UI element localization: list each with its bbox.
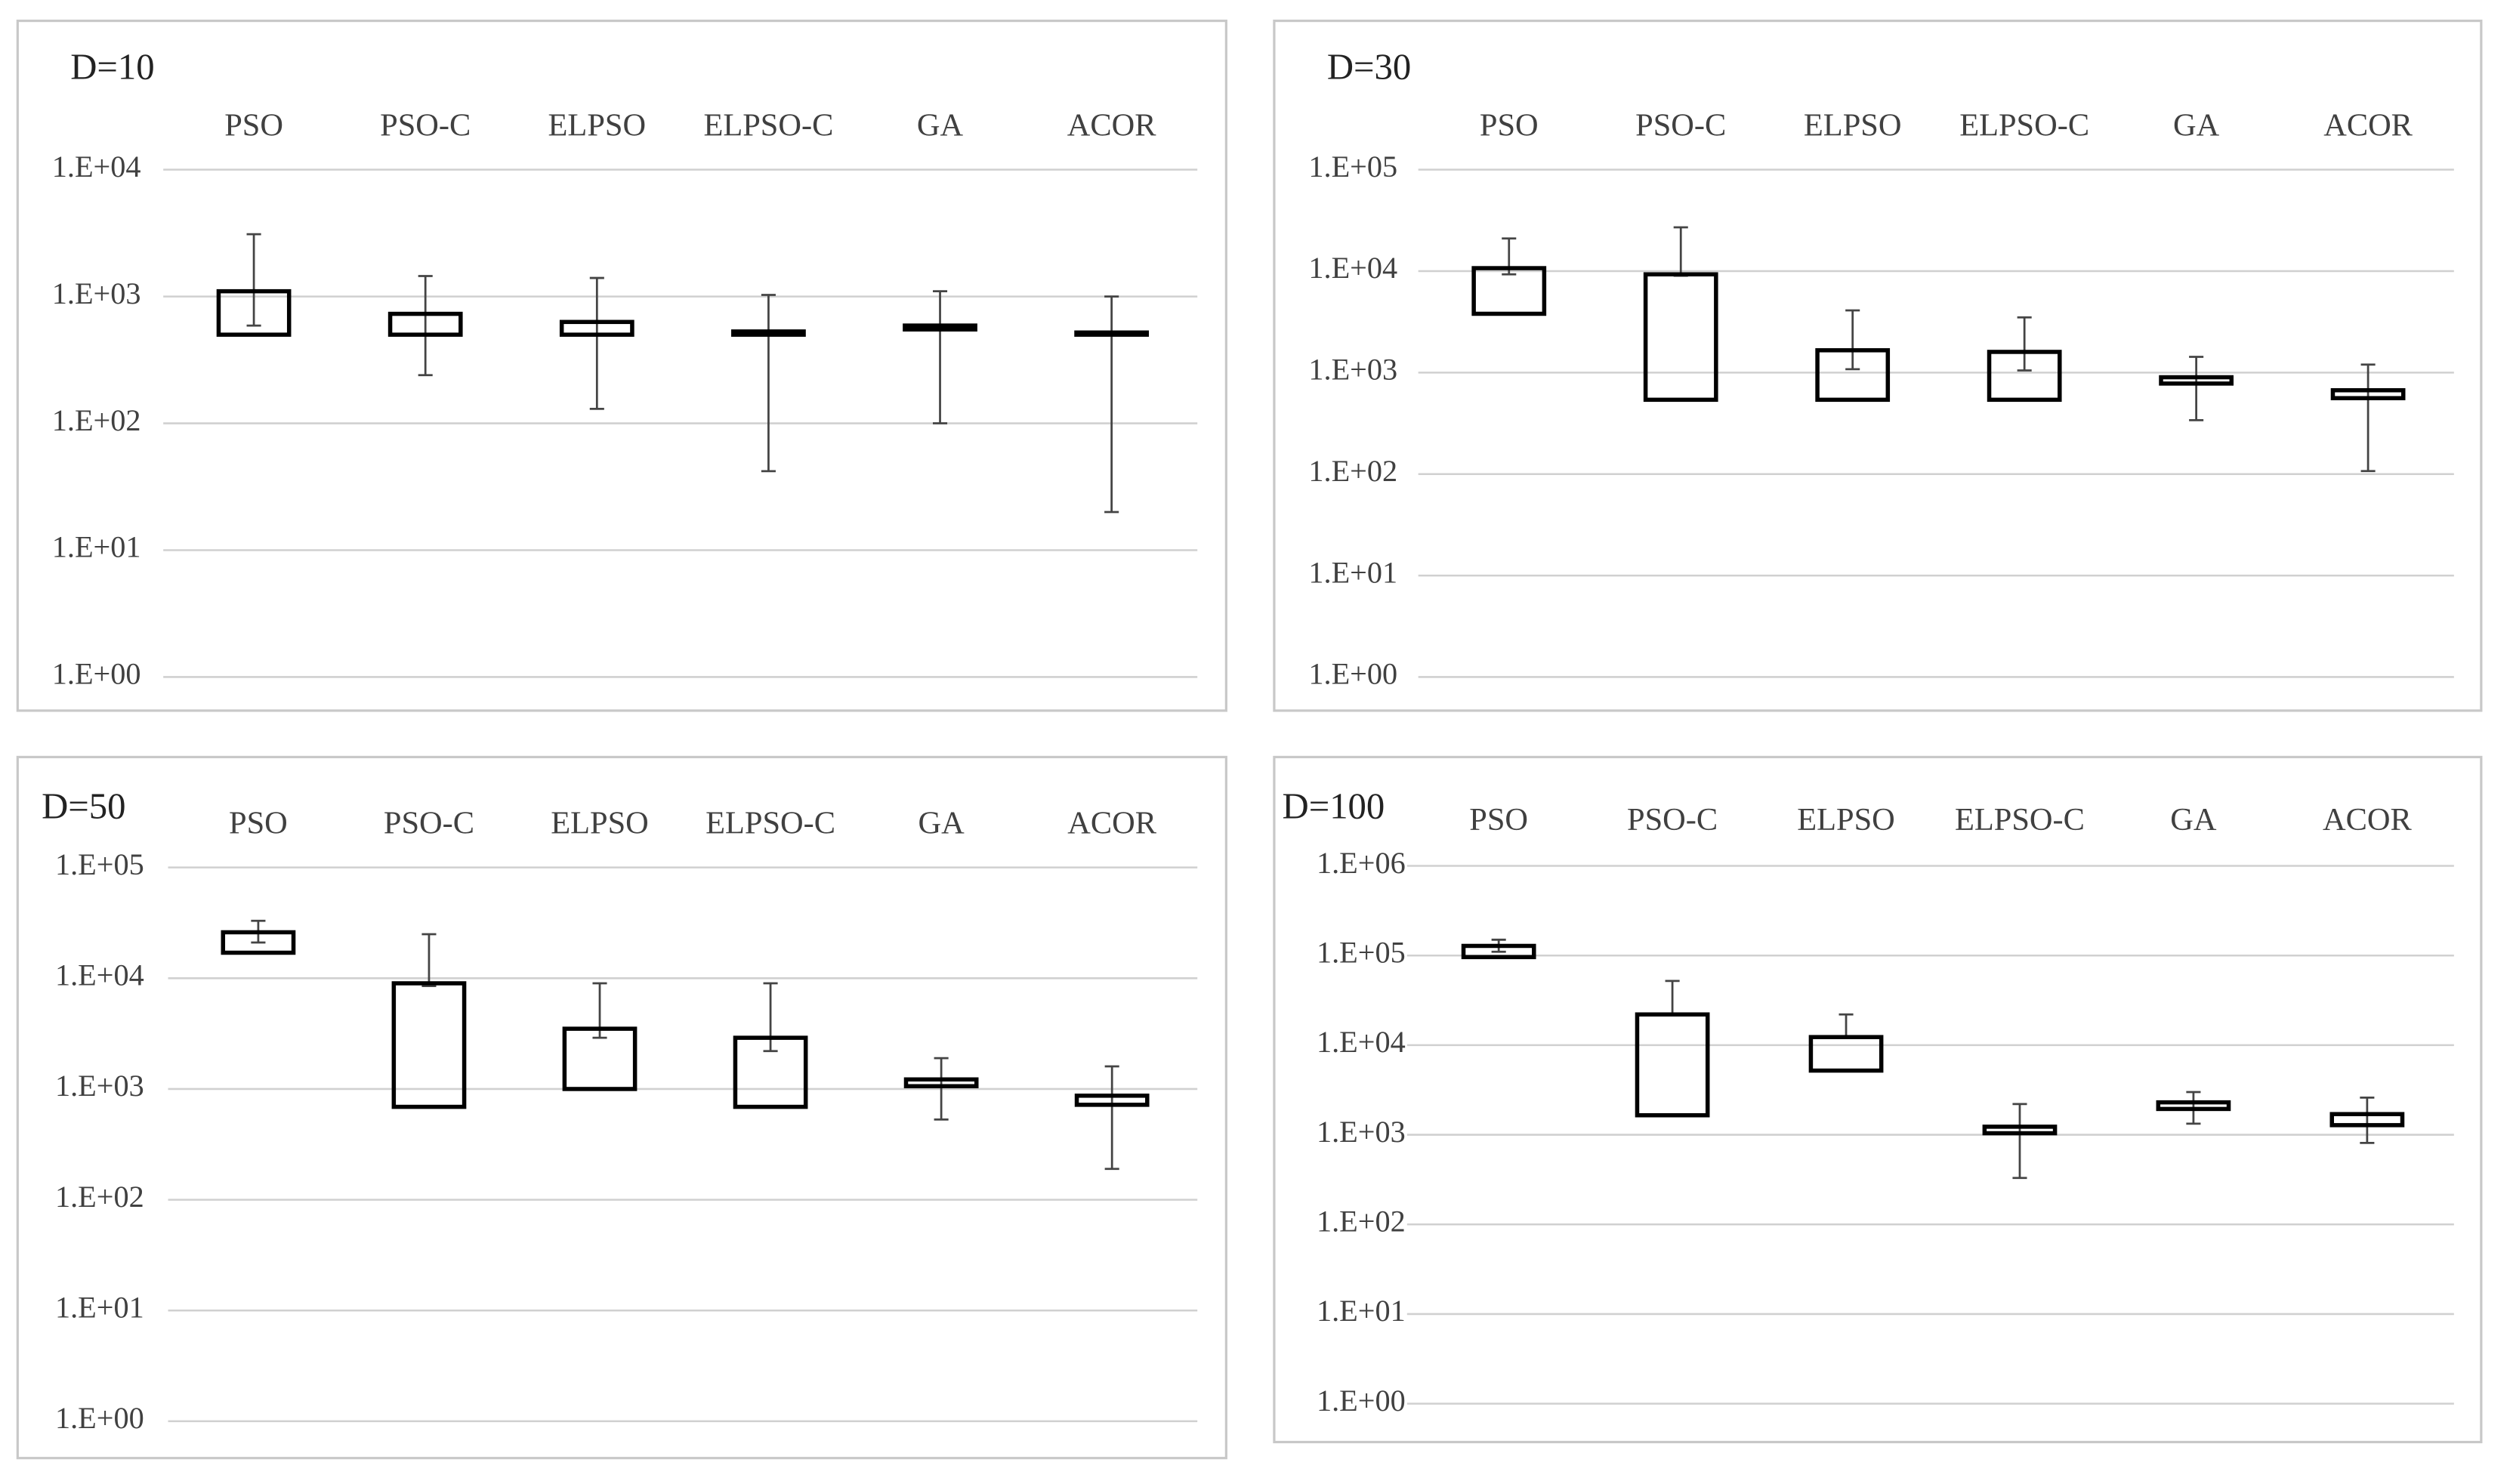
y-tick-label: 1.E+05: [55, 847, 144, 881]
category-label: ELPSO-C: [705, 805, 835, 841]
panel: [16, 755, 1227, 1460]
category-label: GA: [917, 107, 964, 143]
y-tick-label: 1.E+00: [1317, 1384, 1406, 1418]
y-tick-label: 1.E+00: [55, 1401, 144, 1435]
category-label: PSO-C: [1627, 802, 1718, 838]
category-label: ELPSO-C: [1955, 802, 2085, 838]
category-label: ACOR: [2323, 107, 2413, 143]
category-label: ELPSO-C: [1959, 107, 2089, 143]
category-label: PSO: [229, 805, 288, 841]
box: [1074, 1094, 1150, 1107]
y-tick-label: 1.E+02: [52, 403, 141, 437]
box: [1987, 350, 2062, 403]
box: [2330, 387, 2406, 400]
category-label: ACOR: [1067, 805, 1156, 841]
category-label: GA: [2170, 802, 2217, 838]
box: [903, 1077, 979, 1088]
y-tick-label: 1.E+05: [1308, 150, 1397, 184]
box: [1635, 1012, 1710, 1118]
category-label: ELPSO: [551, 805, 649, 841]
y-tick-label: 1.E+02: [1317, 1204, 1406, 1238]
box: [1815, 348, 1891, 403]
box: [2159, 375, 2234, 386]
box: [1461, 943, 1536, 960]
category-label: PSO: [1469, 802, 1528, 838]
y-tick-label: 1.E+06: [1317, 846, 1406, 880]
category-label: PSO-C: [380, 107, 471, 143]
box: [1982, 1125, 2058, 1136]
box: [731, 329, 806, 337]
box: [216, 288, 292, 337]
y-tick-label: 1.E+03: [55, 1069, 144, 1103]
box: [2329, 1112, 2405, 1128]
box: [1808, 1035, 1884, 1073]
y-tick-label: 1.E+01: [1317, 1294, 1406, 1328]
box: [1471, 266, 1547, 316]
category-label: ELPSO: [1804, 107, 1902, 143]
category-label: GA: [918, 805, 965, 841]
category-label: ACOR: [1067, 107, 1156, 143]
y-tick-label: 1.E+04: [55, 958, 144, 992]
y-tick-label: 1.E+00: [1308, 657, 1397, 691]
y-tick-label: 1.E+03: [52, 276, 141, 310]
category-label: GA: [2173, 107, 2220, 143]
panel: [16, 19, 1227, 712]
y-tick-label: 1.E+01: [1308, 555, 1397, 589]
box: [903, 323, 977, 332]
category-label: PSO: [1480, 107, 1539, 143]
y-tick-label: 1.E+02: [55, 1180, 144, 1214]
box: [391, 981, 467, 1109]
box: [221, 930, 296, 955]
box: [562, 1026, 638, 1091]
chart-title: D=100: [1283, 786, 1385, 827]
category-label: ELPSO: [548, 107, 647, 143]
y-tick-label: 1.E+05: [1317, 935, 1406, 969]
y-tick-label: 1.E+04: [52, 150, 141, 184]
y-tick-label: 1.E+03: [1317, 1115, 1406, 1149]
box: [387, 311, 463, 337]
category-label: ELPSO: [1797, 802, 1895, 838]
box: [559, 319, 634, 337]
category-label: PSO-C: [1635, 107, 1726, 143]
category-label: ACOR: [2323, 802, 2412, 838]
category-label: ELPSO-C: [703, 107, 833, 143]
chart-title: D=50: [42, 786, 125, 827]
y-tick-label: 1.E+04: [1317, 1025, 1406, 1059]
panel: [1273, 755, 2483, 1444]
y-tick-label: 1.E+00: [52, 657, 141, 691]
box: [1074, 330, 1150, 337]
y-tick-label: 1.E+03: [1308, 353, 1397, 387]
y-tick-label: 1.E+01: [55, 1290, 144, 1324]
y-tick-label: 1.E+01: [52, 530, 141, 564]
y-tick-label: 1.E+04: [1308, 251, 1397, 285]
category-label: PSO-C: [384, 805, 474, 841]
box: [733, 1035, 808, 1109]
panel: [1273, 19, 2483, 712]
category-label: PSO: [224, 107, 283, 143]
y-tick-label: 1.E+02: [1308, 454, 1397, 488]
box: [1643, 272, 1718, 403]
chart-title: D=30: [1327, 46, 1411, 87]
box: [2156, 1100, 2231, 1112]
chart-title: D=10: [70, 46, 154, 87]
